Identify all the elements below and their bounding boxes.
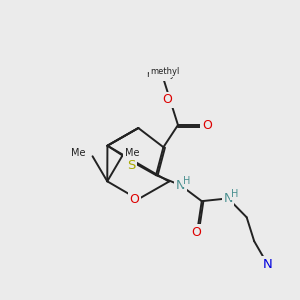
Text: N: N (224, 192, 233, 205)
Text: O: O (163, 93, 172, 106)
Text: methyl: methyl (151, 67, 180, 76)
Text: H: H (183, 176, 191, 186)
Text: O: O (288, 299, 298, 300)
Text: O: O (202, 118, 212, 131)
Text: N: N (262, 258, 272, 271)
Text: methyl: methyl (146, 70, 178, 79)
Text: Me: Me (125, 148, 140, 158)
Text: N: N (176, 179, 185, 192)
Text: O: O (192, 226, 202, 239)
Text: Me: Me (71, 148, 85, 158)
Text: H: H (231, 189, 238, 199)
Text: O: O (130, 193, 140, 206)
Text: S: S (127, 159, 135, 172)
